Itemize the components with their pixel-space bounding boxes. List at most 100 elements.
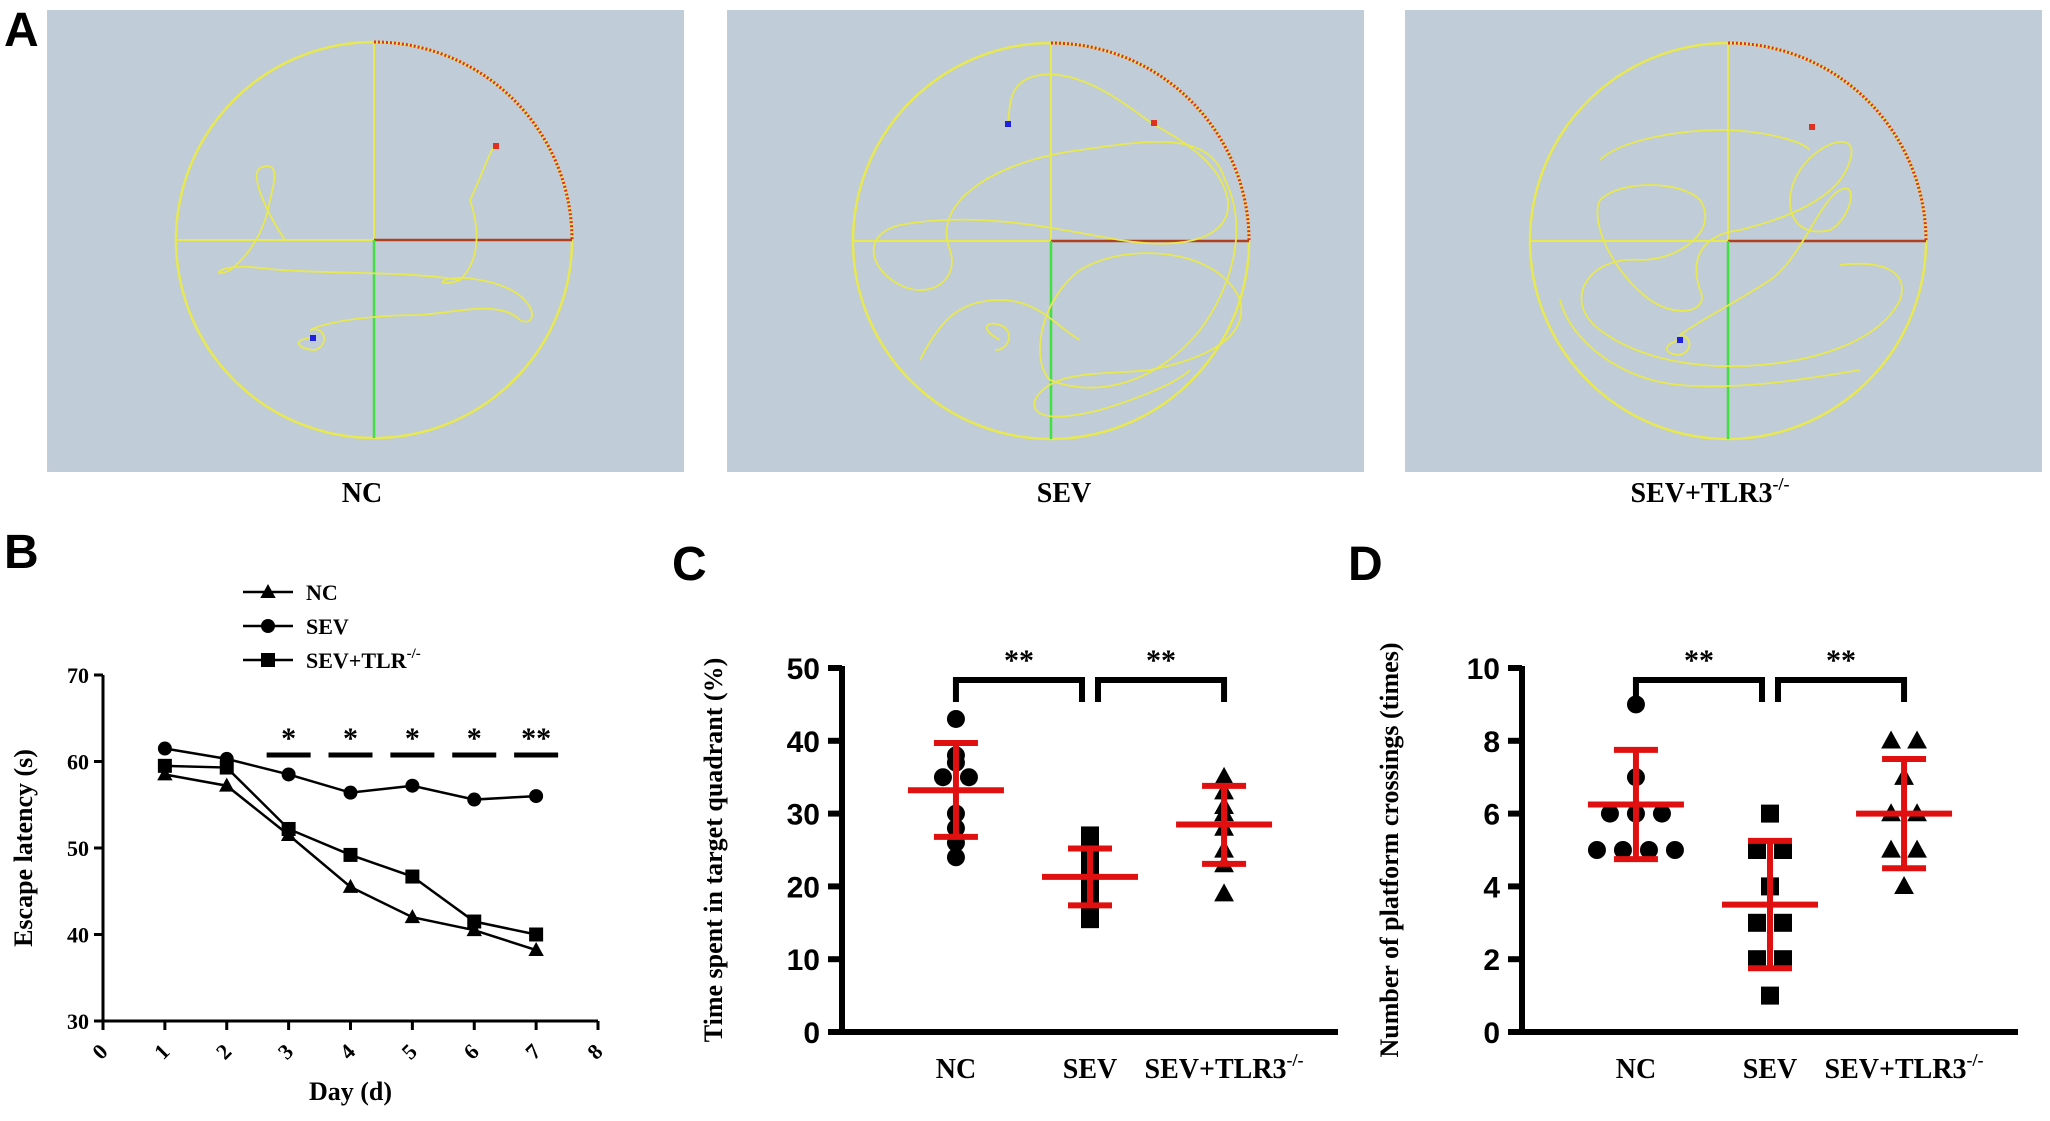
data-point	[1214, 883, 1234, 902]
data-point	[1665, 841, 1684, 859]
category-label: SEV	[1063, 1054, 1117, 1085]
data-point	[1748, 950, 1766, 969]
data-point	[281, 821, 296, 836]
x-tick-label: 2	[211, 1039, 236, 1064]
panel-d-letter: D	[1348, 538, 1383, 591]
y-tick-label: 2	[1483, 944, 1500, 977]
y-tick-label: 10	[787, 944, 820, 977]
target-arc	[1727, 41, 1928, 242]
category-label: SEV+TLR3-/-	[1825, 1050, 1984, 1085]
panel-c-letter: C	[672, 538, 707, 591]
data-point	[405, 869, 420, 884]
y-tick-label: 8	[1483, 726, 1500, 759]
data-point	[467, 792, 482, 807]
data-point	[1613, 841, 1632, 859]
y-tick-label: 50	[67, 836, 89, 861]
panel-a-letter: A	[4, 4, 39, 57]
swim-path	[872, 73, 1243, 418]
x-tick-label: 3	[273, 1039, 298, 1064]
swim-path	[1559, 129, 1903, 388]
legend-label: SEV	[306, 614, 349, 639]
y-tick-label: 30	[787, 799, 820, 832]
track-image-nc	[47, 10, 684, 472]
x-tick-label: 5	[396, 1039, 421, 1064]
data-point	[933, 768, 952, 787]
y-tick-label: 50	[787, 653, 820, 686]
data-point	[1081, 826, 1099, 845]
chart-platform-crossings: 0 2 4 6 8 10 Number of platform crossings (tim…	[1375, 643, 2018, 1085]
data-point	[1600, 804, 1619, 823]
significance-label: *	[405, 722, 420, 755]
data-point	[405, 778, 420, 793]
data-point	[1774, 913, 1792, 932]
significance-label: *	[467, 722, 482, 755]
data-point	[1907, 730, 1927, 749]
category-label: SEV+TLR3-/-	[1145, 1050, 1304, 1085]
data-point	[1587, 841, 1606, 859]
y-tick-label: 30	[67, 1009, 89, 1034]
y-axis-title: Escape latency (s)	[9, 749, 38, 947]
data-point	[219, 777, 235, 792]
data-point	[1761, 804, 1779, 823]
swim-path	[218, 145, 533, 351]
y-tick-label: 20	[787, 871, 820, 904]
panel-b-letter: B	[4, 526, 39, 579]
significance-bracket	[1632, 677, 1765, 702]
data-point	[1081, 910, 1099, 929]
significance-bracket	[952, 677, 1085, 702]
legend-marker	[261, 619, 275, 633]
caption-nc: NC	[342, 478, 382, 509]
data-point	[1907, 839, 1927, 858]
y-tick-label: 60	[67, 750, 89, 775]
data-point	[219, 760, 234, 775]
significance-label: **	[1684, 644, 1714, 677]
data-point	[1774, 950, 1792, 969]
data-point	[946, 848, 965, 867]
caption-sev-tlr3: SEV+TLR3-/-	[1631, 474, 1790, 509]
data-point	[959, 768, 978, 787]
y-tick-label: 70	[67, 663, 89, 688]
data-point	[529, 927, 544, 942]
significance-label: **	[1826, 644, 1856, 677]
target-arc	[1050, 41, 1251, 242]
chart-time-in-target-quadrant: 0 10 20 30 40 50 Time spent in target quadrant…	[699, 644, 1338, 1085]
data-point	[1881, 839, 1901, 858]
significance-bracket	[1775, 677, 1908, 702]
data-point	[946, 709, 965, 728]
chart-escape-latency: 30 40 50 60 70 0 1 2 3 4 5 6 7 8 Day (d) Escape latency…	[9, 580, 608, 1106]
start-marker	[1677, 337, 1683, 343]
data-point	[404, 909, 421, 924]
y-tick-label: 0	[803, 1017, 820, 1050]
data-point	[343, 785, 358, 800]
significance-bracket	[1095, 677, 1228, 702]
track-image-sev	[727, 10, 1364, 472]
data-point	[1748, 913, 1766, 932]
category-label: NC	[1616, 1054, 1656, 1085]
data-point	[1652, 804, 1671, 823]
x-axis-title: Day (d)	[309, 1077, 392, 1106]
y-axis-title: Time spent in target quadrant (%)	[699, 658, 728, 1042]
data-point	[467, 914, 482, 929]
x-tick-label: 4	[335, 1039, 360, 1064]
data-point	[1626, 695, 1645, 714]
y-tick-label: 0	[1483, 1017, 1500, 1050]
data-point	[343, 847, 358, 862]
track-image-sev-tlr3	[1405, 10, 2042, 472]
data-point	[1774, 841, 1792, 859]
x-tick-label: 6	[458, 1039, 483, 1064]
y-tick-label: 4	[1483, 871, 1500, 904]
data-point	[281, 767, 296, 782]
target-arc	[373, 40, 574, 241]
y-tick-label: 10	[1467, 653, 1500, 686]
end-marker	[1151, 120, 1157, 126]
start-marker	[310, 335, 316, 341]
x-tick-label: 7	[520, 1039, 545, 1064]
y-tick-label: 40	[67, 923, 89, 948]
data-point	[157, 758, 172, 773]
data-point	[1761, 986, 1779, 1005]
data-point	[528, 942, 544, 957]
data-point	[1894, 876, 1914, 895]
legend-label: NC	[306, 580, 338, 605]
data-point	[1881, 730, 1901, 749]
